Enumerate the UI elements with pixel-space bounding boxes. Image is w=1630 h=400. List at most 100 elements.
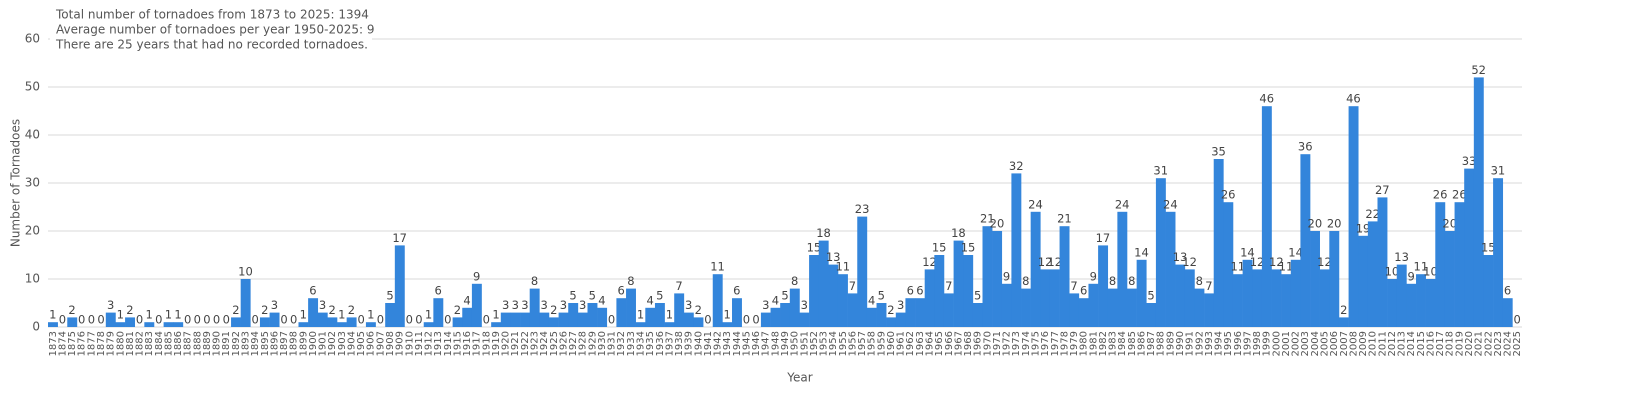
bar xyxy=(105,312,116,327)
x-tick-label: 1962 xyxy=(905,331,916,356)
value-label: 4 xyxy=(646,293,653,307)
x-tick-label: 1967 xyxy=(953,331,964,356)
value-label: 3 xyxy=(107,298,114,312)
bar xyxy=(115,322,126,327)
x-tick-label: 1898 xyxy=(289,331,300,356)
x-tick-label: 1953 xyxy=(819,331,830,356)
value-label: 7 xyxy=(1070,279,1077,293)
value-label: 0 xyxy=(483,313,490,327)
bar xyxy=(1030,211,1041,327)
x-tick-label: 2009 xyxy=(1358,331,1369,356)
bar xyxy=(1310,231,1320,327)
x-tick-label: 2004 xyxy=(1310,331,1321,356)
x-tick-label: 1990 xyxy=(1175,331,1186,356)
x-tick-label: 2012 xyxy=(1387,331,1398,356)
x-tick-label: 1909 xyxy=(395,331,406,356)
bar xyxy=(1396,264,1407,327)
value-label: 2 xyxy=(68,303,75,317)
value-label: 12 xyxy=(1182,255,1197,269)
bar xyxy=(1387,279,1398,327)
annotation-box xyxy=(50,4,372,56)
bar xyxy=(1223,202,1234,327)
value-label: 5 xyxy=(878,289,885,303)
x-tick-label: 1931 xyxy=(607,331,618,356)
value-label: 2 xyxy=(1340,303,1347,317)
value-label: 12 xyxy=(1269,255,1284,269)
x-tick-label: 1924 xyxy=(539,331,550,356)
value-label: 18 xyxy=(951,226,966,240)
value-label: 7 xyxy=(675,279,682,293)
x-tick-label: 2007 xyxy=(1339,331,1350,356)
bar xyxy=(895,312,906,327)
x-tick-label: 1989 xyxy=(1165,331,1176,356)
value-label: 3 xyxy=(540,298,547,312)
value-label: 4 xyxy=(868,293,875,307)
bar xyxy=(1464,168,1475,327)
value-label: 0 xyxy=(223,313,230,327)
bar xyxy=(597,307,608,327)
bar xyxy=(1136,259,1147,327)
bar xyxy=(886,317,897,327)
bar xyxy=(1021,288,1031,327)
bar xyxy=(915,298,925,327)
x-tick-label: 1943 xyxy=(722,331,733,356)
y-tick-label: 30 xyxy=(25,176,40,190)
value-label: 1 xyxy=(666,308,673,322)
x-tick-label: 1881 xyxy=(125,331,136,356)
value-label: 0 xyxy=(406,313,413,327)
bar xyxy=(953,240,964,327)
x-tick-label: 2001 xyxy=(1281,331,1292,356)
x-tick-label: 1961 xyxy=(896,331,907,356)
value-label: 2 xyxy=(550,303,557,317)
bar xyxy=(1377,197,1388,327)
x-tick-label: 1958 xyxy=(867,331,878,356)
bar xyxy=(1146,303,1157,327)
x-tick-label: 2008 xyxy=(1348,331,1359,356)
value-label: 0 xyxy=(415,313,422,327)
x-tick-label: 1999 xyxy=(1262,331,1273,356)
x-tick-label: 1926 xyxy=(558,331,569,356)
x-tick-label: 1921 xyxy=(510,331,521,356)
value-label: 0 xyxy=(155,313,162,327)
value-label: 6 xyxy=(1080,284,1087,298)
value-label: 1 xyxy=(724,308,731,322)
bar xyxy=(1117,211,1128,327)
value-label: 12 xyxy=(1038,255,1053,269)
x-tick-label: 1928 xyxy=(578,331,589,356)
value-label: 26 xyxy=(1221,188,1236,202)
bar xyxy=(1281,274,1292,327)
x-tick-label: 1936 xyxy=(655,331,666,356)
value-label: 7 xyxy=(1205,279,1212,293)
y-axis-label: Number of Tornadoes xyxy=(9,119,23,247)
value-label: 5 xyxy=(1147,289,1154,303)
x-tick-label: 1938 xyxy=(674,331,685,356)
x-tick-label: 1907 xyxy=(375,331,386,356)
x-tick-label: 1929 xyxy=(587,331,598,356)
bar xyxy=(231,317,241,327)
bar xyxy=(1088,283,1099,327)
value-label: 8 xyxy=(791,274,798,288)
bar xyxy=(1348,106,1359,327)
value-label: 10 xyxy=(238,265,253,279)
bar xyxy=(1454,202,1465,327)
x-tick-label: 2021 xyxy=(1474,331,1485,356)
value-label: 0 xyxy=(97,313,104,327)
x-tick-label: 1985 xyxy=(1127,331,1138,356)
value-label: 15 xyxy=(807,241,822,255)
x-tick-label: 1923 xyxy=(530,331,541,356)
x-tick-label: 1960 xyxy=(886,331,897,356)
x-tick-label: 1994 xyxy=(1214,331,1225,356)
x-tick-label: 1887 xyxy=(183,331,194,356)
x-tick-label: 1998 xyxy=(1252,331,1263,356)
bar xyxy=(972,303,983,327)
value-label: 46 xyxy=(1346,92,1361,106)
x-tick-label: 1878 xyxy=(96,331,107,356)
bar xyxy=(1290,259,1301,327)
x-axis-label: Year xyxy=(786,371,812,385)
value-label: 33 xyxy=(1462,154,1477,168)
x-tick-label: 1980 xyxy=(1079,331,1090,356)
bar xyxy=(539,312,550,327)
x-tick-label: 2005 xyxy=(1320,331,1331,356)
value-label: 5 xyxy=(656,289,663,303)
value-label: 0 xyxy=(743,313,750,327)
